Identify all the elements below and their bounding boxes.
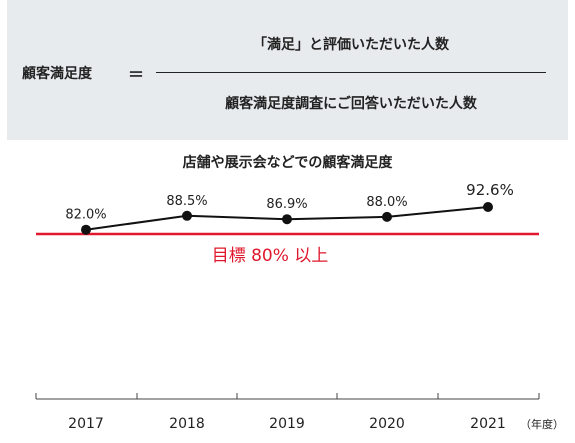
data-point [382, 211, 392, 222]
data-point [81, 224, 91, 235]
formula-equals-sign: ＝ [128, 65, 145, 84]
data-point [483, 202, 493, 212]
formula-fraction-bar [156, 72, 546, 73]
data-point [182, 210, 192, 221]
data-label: 88.0% [366, 195, 407, 210]
data-label: 88.5% [166, 194, 207, 209]
data-label: 82.0% [65, 208, 106, 223]
formula-box [7, 0, 568, 140]
formula-numerator: 「満足」と評価いただいた人数 [253, 37, 449, 53]
chart-title: 店舗や展示会などでの顧客満足度 [182, 155, 393, 171]
target-label: 目標 80% 以上 [212, 246, 329, 266]
x-tick-label: 2019 [269, 416, 305, 432]
x-tick-label: 2021 [470, 416, 506, 432]
formula-denominator: 顧客満足度調査にご回答いただいた人数 [225, 96, 477, 112]
x-tick-label: 2017 [68, 416, 104, 432]
x-tick-label: 2020 [369, 416, 405, 432]
data-label: 92.6% [466, 181, 514, 199]
data-label: 86.9% [266, 197, 307, 212]
x-tick-label: 2018 [169, 416, 205, 432]
data-point [282, 214, 292, 225]
x-unit-label: （年度） [520, 417, 564, 431]
formula-label: 顧客満足度 [22, 66, 92, 82]
